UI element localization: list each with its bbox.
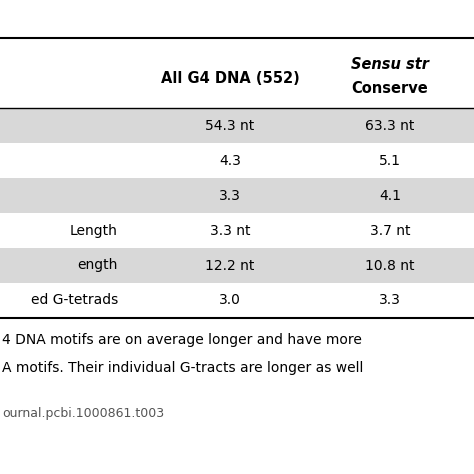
Text: 3.3: 3.3 [379, 293, 401, 308]
Text: 4.3: 4.3 [219, 154, 241, 167]
Text: All G4 DNA (552): All G4 DNA (552) [161, 71, 300, 85]
Text: 4.1: 4.1 [379, 189, 401, 202]
Text: 63.3 nt: 63.3 nt [365, 118, 415, 133]
Text: 12.2 nt: 12.2 nt [205, 258, 255, 273]
Text: 3.7 nt: 3.7 nt [370, 224, 410, 237]
Text: ournal.pcbi.1000861.t003: ournal.pcbi.1000861.t003 [2, 408, 164, 420]
Text: 3.3: 3.3 [219, 189, 241, 202]
Text: 54.3 nt: 54.3 nt [205, 118, 255, 133]
Text: Sensu str: Sensu str [351, 57, 429, 72]
Text: 4 DNA motifs are on average longer and have more: 4 DNA motifs are on average longer and h… [2, 333, 362, 347]
Text: 3.0: 3.0 [219, 293, 241, 308]
Text: 3.3 nt: 3.3 nt [210, 224, 250, 237]
Bar [0, 178, 474, 213]
Text: Length: Length [70, 224, 118, 237]
Bar [0, 248, 474, 283]
Bar [0, 108, 474, 143]
Text: A motifs. Their individual G-tracts are longer as well: A motifs. Their individual G-tracts are … [2, 361, 364, 375]
Text: 5.1: 5.1 [379, 154, 401, 167]
Text: ength: ength [78, 258, 118, 273]
Text: Conserve: Conserve [352, 81, 428, 96]
Text: 10.8 nt: 10.8 nt [365, 258, 415, 273]
Text: ed G-tetrads: ed G-tetrads [31, 293, 118, 308]
